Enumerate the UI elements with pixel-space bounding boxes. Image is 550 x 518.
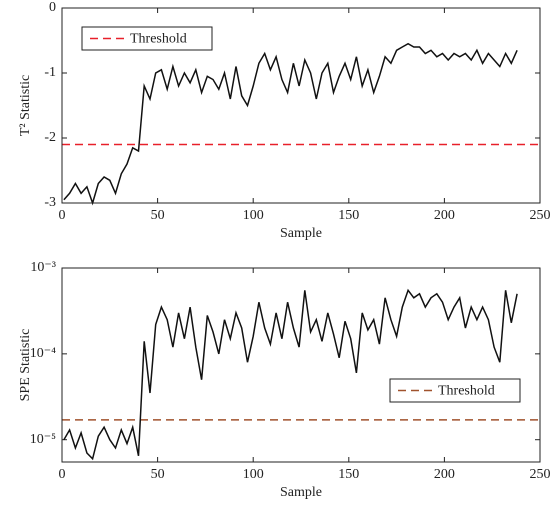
y-tick-label: 10⁻⁵	[30, 432, 56, 447]
y-tick-label: -1	[44, 65, 56, 80]
x-tick-label: 0	[59, 467, 66, 482]
x-tick-label: 0	[59, 208, 66, 223]
y-axis-label: T² Statistic	[18, 75, 33, 136]
x-tick-label: 250	[530, 208, 550, 223]
x-tick-label: 150	[338, 208, 359, 223]
x-tick-label: 50	[151, 467, 165, 482]
y-tick-label: -3	[44, 195, 56, 210]
y-axis-label: SPE Statistic	[18, 329, 33, 402]
y-tick-label: 0	[49, 0, 56, 15]
x-tick-label: 200	[434, 467, 455, 482]
y-tick-label: 10⁻⁴	[30, 346, 56, 361]
y-tick-label: 10⁻³	[30, 260, 56, 275]
x-axis-label: Sample	[280, 485, 322, 500]
legend-label: Threshold	[130, 32, 187, 47]
x-axis-label: Sample	[280, 226, 322, 241]
x-tick-label: 50	[151, 208, 165, 223]
y-tick-label: -2	[44, 130, 56, 145]
x-tick-label: 200	[434, 208, 455, 223]
x-tick-label: 150	[338, 467, 359, 482]
x-tick-label: 100	[243, 467, 264, 482]
legend-label: Threshold	[438, 384, 495, 399]
x-tick-label: 250	[530, 467, 550, 482]
x-tick-label: 100	[243, 208, 264, 223]
